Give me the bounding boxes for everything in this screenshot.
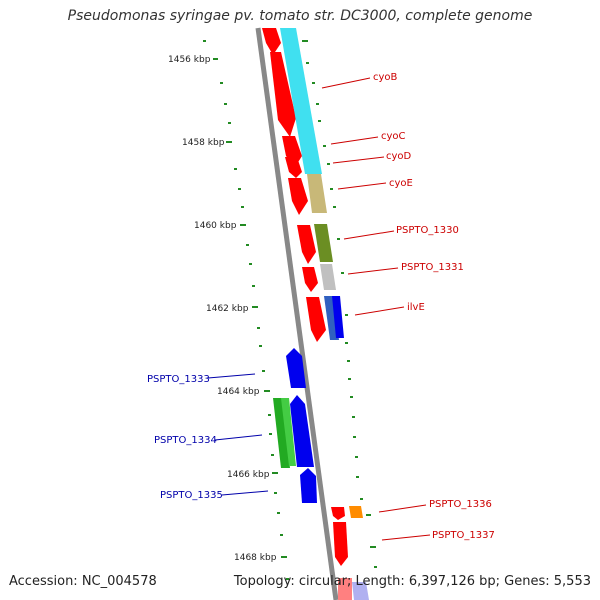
gene-arrow[interactable] [338,578,352,600]
gene-label-PSPTO_1335[interactable]: PSPTO_1335 [160,490,223,501]
gene-label-PSPTO_1333[interactable]: PSPTO_1333 [147,374,210,385]
gene-arrow-PSPTO_1336[interactable] [331,507,345,520]
left-gene-labels[interactable]: PSPTO_1333 PSPTO_1334 PSPTO_1335 [147,374,223,501]
PSPTO_1331-feature[interactable] [320,264,336,290]
gene-arrow-PSPTO_1335[interactable] [300,468,317,503]
gene-label-PSPTO_1331[interactable]: PSPTO_1331 [401,262,464,273]
right-guide-dots [302,40,377,568]
kbp-label: 1456 kbp [168,55,211,65]
gene-label-PSPTO_1337[interactable]: PSPTO_1337 [432,530,495,541]
gene-arrow-PSPTO_1330[interactable] [297,225,316,264]
gene-arrow-cyoD[interactable] [285,157,302,178]
PSPTO_1334-feature-light[interactable] [281,398,296,466]
gene-label-PSPTO_1336[interactable]: PSPTO_1336 [429,499,492,510]
leader-lines [207,77,431,541]
genome-backbone [255,27,339,600]
gene-label-cyoE[interactable]: cyoE [389,178,413,189]
page-title: Pseudomonas syringae pv. tomato str. DC3… [67,8,533,24]
gene-arrow-cyoE[interactable] [288,178,308,215]
kbp-label: 1458 kbp [182,138,225,148]
kbp-label: 1466 kbp [227,470,270,480]
PSPTO_1336-feature[interactable] [349,506,363,518]
cyoB-feature[interactable] [280,28,322,174]
cyoE-feature[interactable] [307,174,327,213]
kbp-label: 1464 kbp [217,387,260,397]
gene-arrow[interactable] [262,28,281,55]
gene-label-cyoD[interactable]: cyoD [386,151,412,162]
reverse-genes[interactable] [273,348,317,503]
gene-label-cyoB[interactable]: cyoB [373,72,398,83]
accession-label: Accession: NC_004578 [9,574,157,589]
gene-label-PSPTO_1330[interactable]: PSPTO_1330 [396,225,459,236]
kbp-label: 1462 kbp [206,304,249,314]
gene-label-ilvE[interactable]: ilvE [407,302,425,313]
kbp-labels: 1456 kbp 1458 kbp 1460 kbp 1462 kbp 1464… [168,55,277,563]
feature-blocks[interactable] [280,28,369,600]
gene-label-cyoC[interactable]: cyoC [381,131,406,142]
forward-genes[interactable] [262,28,352,600]
gene-arrow-PSPTO_1337[interactable] [333,522,348,566]
gene-label-PSPTO_1334[interactable]: PSPTO_1334 [154,435,217,446]
ilvE-feature[interactable] [332,296,344,338]
gene-arrow-PSPTO_1334[interactable] [290,395,314,467]
PSPTO_1330-feature[interactable] [314,224,333,262]
gene-arrow-PSPTO_1333[interactable] [286,348,306,388]
feature-block[interactable] [352,582,369,600]
kbp-label: 1460 kbp [194,221,237,231]
gene-arrow-cyoB[interactable] [270,52,296,137]
kbp-label: 1468 kbp [234,553,277,563]
PSPTO_1334-feature[interactable] [273,398,290,468]
genome-summary: Topology: circular; Length: 6,397,126 bp… [233,574,591,589]
right-gene-labels[interactable]: cyoB cyoC cyoD cyoE PSPTO_1330 PSPTO_133… [373,72,495,541]
gene-arrow-PSPTO_1331[interactable] [302,267,318,292]
tick-dots [203,40,289,580]
gene-arrow-ilvE[interactable] [306,297,326,342]
